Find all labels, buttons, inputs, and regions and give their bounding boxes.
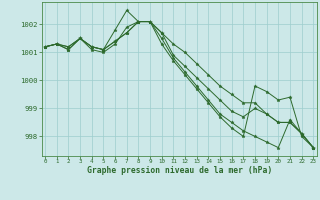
X-axis label: Graphe pression niveau de la mer (hPa): Graphe pression niveau de la mer (hPa): [87, 166, 272, 175]
